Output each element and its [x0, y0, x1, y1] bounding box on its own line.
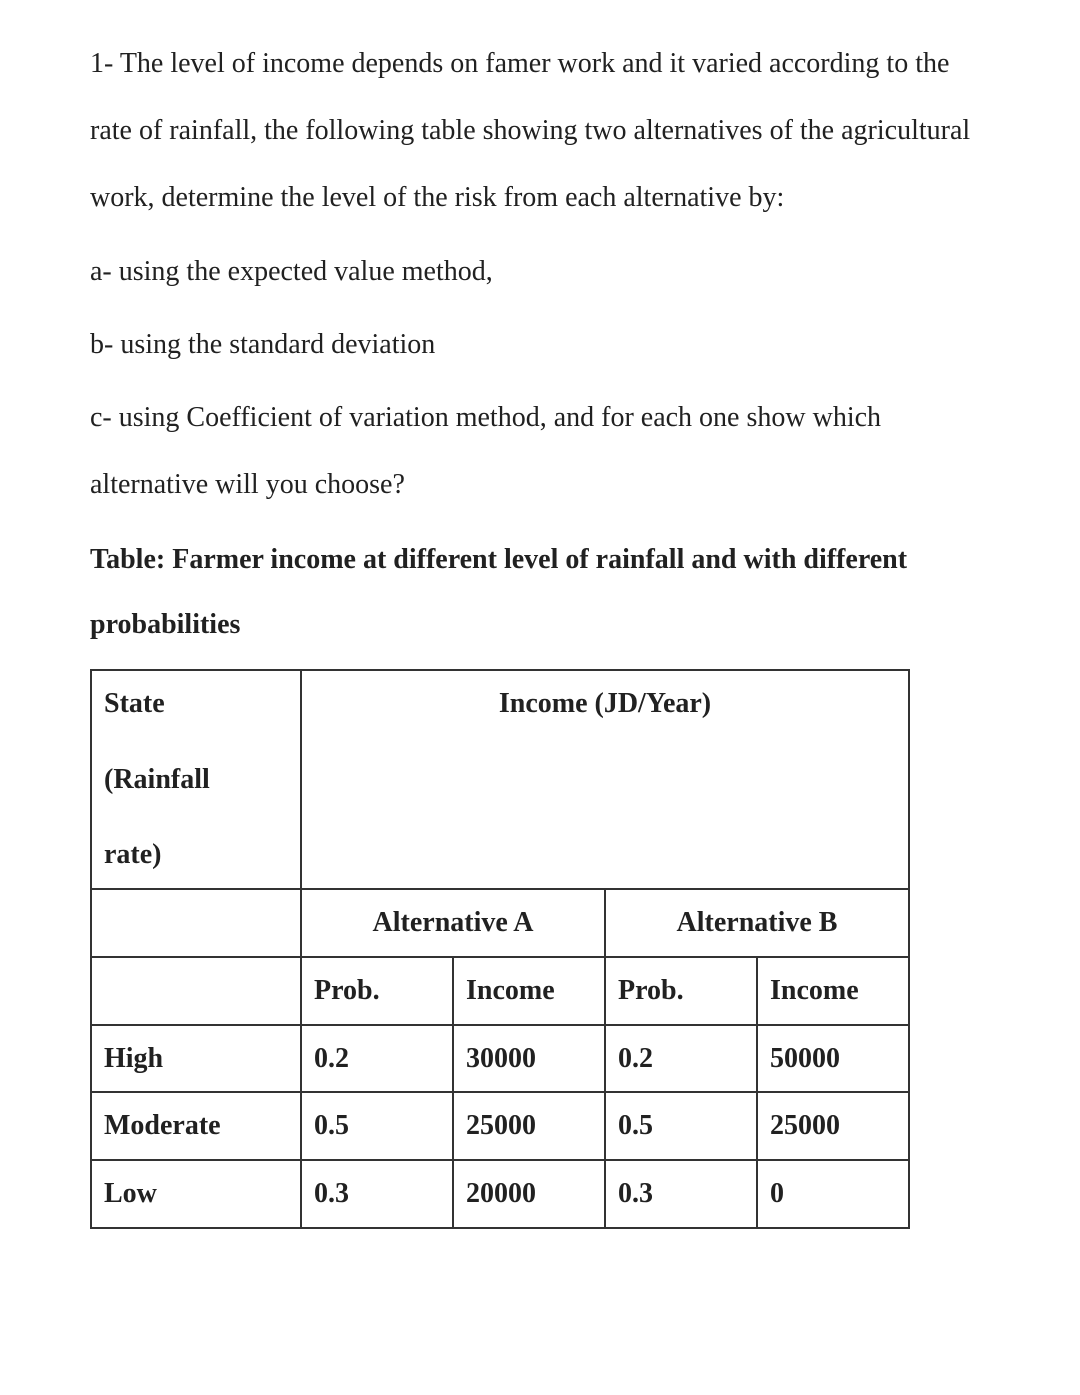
question-part-c: c- using Coefficient of variation method…	[90, 384, 990, 518]
table-row: Moderate 0.5 25000 0.5 25000	[91, 1092, 909, 1160]
alt-a-header-cell: Alternative A	[301, 889, 605, 957]
prob-a-header: Prob.	[301, 957, 453, 1025]
state-header-line1: State	[104, 688, 165, 719]
prob-a-cell: 0.5	[301, 1092, 453, 1160]
income-a-cell: 25000	[453, 1092, 605, 1160]
table-row: Low 0.3 20000 0.3 0	[91, 1160, 909, 1228]
question-intro: 1- The level of income depends on famer …	[90, 30, 990, 232]
prob-b-header: Prob.	[605, 957, 757, 1025]
income-b-cell: 25000	[757, 1092, 909, 1160]
state-header-line3: rate)	[104, 839, 162, 870]
income-a-cell: 20000	[453, 1160, 605, 1228]
income-header-cell: Income (JD/Year)	[301, 670, 909, 889]
table-header-row-3: Prob. Income Prob. Income	[91, 957, 909, 1025]
prob-b-cell: 0.2	[605, 1025, 757, 1093]
question-part-a: a- using the expected value method,	[90, 238, 990, 305]
question-part-b: b- using the standard deviation	[90, 311, 990, 378]
alt-b-header-cell: Alternative B	[605, 889, 909, 957]
income-a-header: Income	[453, 957, 605, 1025]
empty-cell	[91, 889, 301, 957]
prob-b-cell: 0.3	[605, 1160, 757, 1228]
state-cell: High	[91, 1025, 301, 1093]
table-header-row-2: Alternative A Alternative B	[91, 889, 909, 957]
empty-cell	[91, 957, 301, 1025]
state-cell: Low	[91, 1160, 301, 1228]
state-header-line2: (Rainfall	[104, 764, 210, 795]
income-table: State (Rainfall rate) Income (JD/Year) A…	[90, 669, 910, 1229]
state-header-cell: State (Rainfall rate)	[91, 670, 301, 889]
income-b-header: Income	[757, 957, 909, 1025]
prob-a-cell: 0.2	[301, 1025, 453, 1093]
table-row: High 0.2 30000 0.2 50000	[91, 1025, 909, 1093]
income-b-cell: 50000	[757, 1025, 909, 1093]
state-cell: Moderate	[91, 1092, 301, 1160]
prob-a-cell: 0.3	[301, 1160, 453, 1228]
prob-b-cell: 0.5	[605, 1092, 757, 1160]
table-header-row-1: State (Rainfall rate) Income (JD/Year)	[91, 670, 909, 889]
table-caption: Table: Farmer income at different level …	[90, 528, 990, 657]
income-a-cell: 30000	[453, 1025, 605, 1093]
income-b-cell: 0	[757, 1160, 909, 1228]
